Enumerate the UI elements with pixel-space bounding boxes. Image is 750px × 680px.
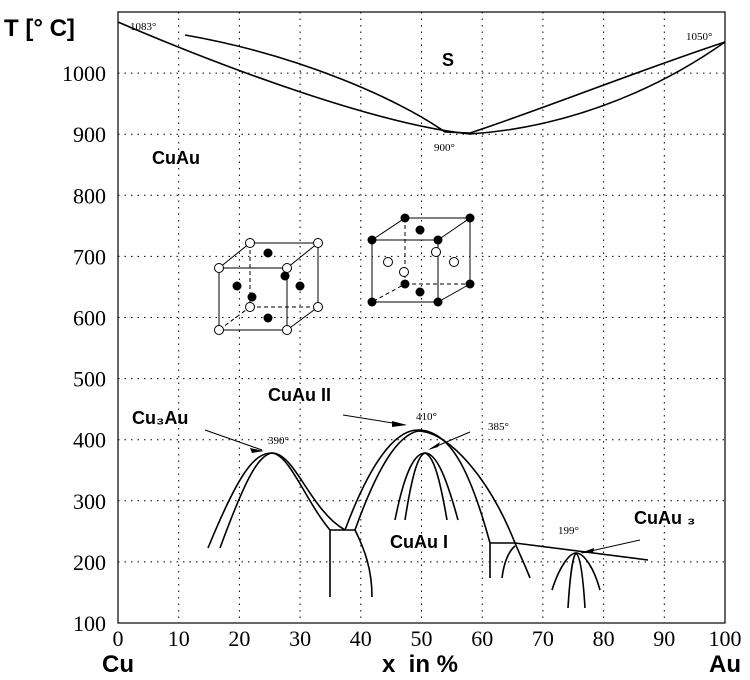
annotation: CuAu II <box>268 385 331 405</box>
x-tick-label: 30 <box>289 626 311 651</box>
cu3au-outer <box>207 452 346 549</box>
pointer <box>204 429 263 451</box>
y-tick-label: 200 <box>73 550 106 575</box>
cuau3-line <box>514 542 649 561</box>
x-tick-label: 100 <box>709 626 742 651</box>
x-tick-label: 50 <box>411 626 433 651</box>
annotation: 199° <box>558 525 579 537</box>
arrow-head <box>428 442 440 450</box>
annotation: Cu₃Au <box>132 408 188 428</box>
cuau1-inner <box>404 452 448 521</box>
y-tick-label: 600 <box>73 306 106 331</box>
region-cuau-cuau3 <box>489 542 531 579</box>
cuau2-inner <box>354 430 516 544</box>
arrow-head <box>580 548 594 553</box>
x-tick-label: 10 <box>168 626 190 651</box>
annotation: 390° <box>268 435 289 447</box>
y-tick-label: 400 <box>73 428 106 453</box>
x-right-label: Au <box>709 651 741 678</box>
cuau3-outer <box>551 552 601 591</box>
x-tick-label: 0 <box>113 626 124 651</box>
x-axis-label: x in % <box>382 651 458 678</box>
x-tick-label: 20 <box>228 626 250 651</box>
y-tick-label: 800 <box>73 183 106 208</box>
annotation: CuAu <box>152 148 200 168</box>
x-tick-label: 80 <box>593 626 615 651</box>
cu3au-inner <box>219 452 331 549</box>
annotation: 1083° <box>130 21 156 33</box>
y-tick-label: 700 <box>73 244 106 269</box>
cuau2-outer <box>344 429 491 544</box>
annotation: CuAu I <box>390 532 448 552</box>
cuau3-inner <box>567 551 586 609</box>
x-tick-label: 40 <box>350 626 372 651</box>
x-tick-label: 70 <box>532 626 554 651</box>
arrow-head <box>250 448 264 453</box>
x-tick-label: 90 <box>653 626 675 651</box>
cuau1-outer <box>394 452 459 521</box>
annotation: CuAu ₃ <box>634 508 695 528</box>
x-left-label: Cu <box>102 651 134 678</box>
annotation: 410° <box>416 411 437 423</box>
y-axis-label: T [° C] <box>4 15 75 42</box>
y-tick-label: 300 <box>73 489 106 514</box>
region-edge <box>501 545 516 579</box>
y-tick-label: 100 <box>73 611 106 636</box>
solidus <box>117 21 726 135</box>
arrow-head <box>392 421 407 427</box>
annotation: 385° <box>488 421 509 433</box>
y-tick-label: 900 <box>73 122 106 147</box>
y-tick-label: 1000 <box>62 61 106 86</box>
y-tick-label: 500 <box>73 367 106 392</box>
liquidus <box>184 34 726 134</box>
annotation: 900° <box>434 142 455 154</box>
crystal-cube <box>367 213 475 307</box>
region-cu3au-cuau <box>329 529 373 598</box>
x-tick-label: 60 <box>471 626 493 651</box>
annotation: 1050° <box>686 31 712 43</box>
grid <box>117 12 726 624</box>
annotation: S <box>442 50 454 70</box>
crystal-cube <box>214 238 323 335</box>
